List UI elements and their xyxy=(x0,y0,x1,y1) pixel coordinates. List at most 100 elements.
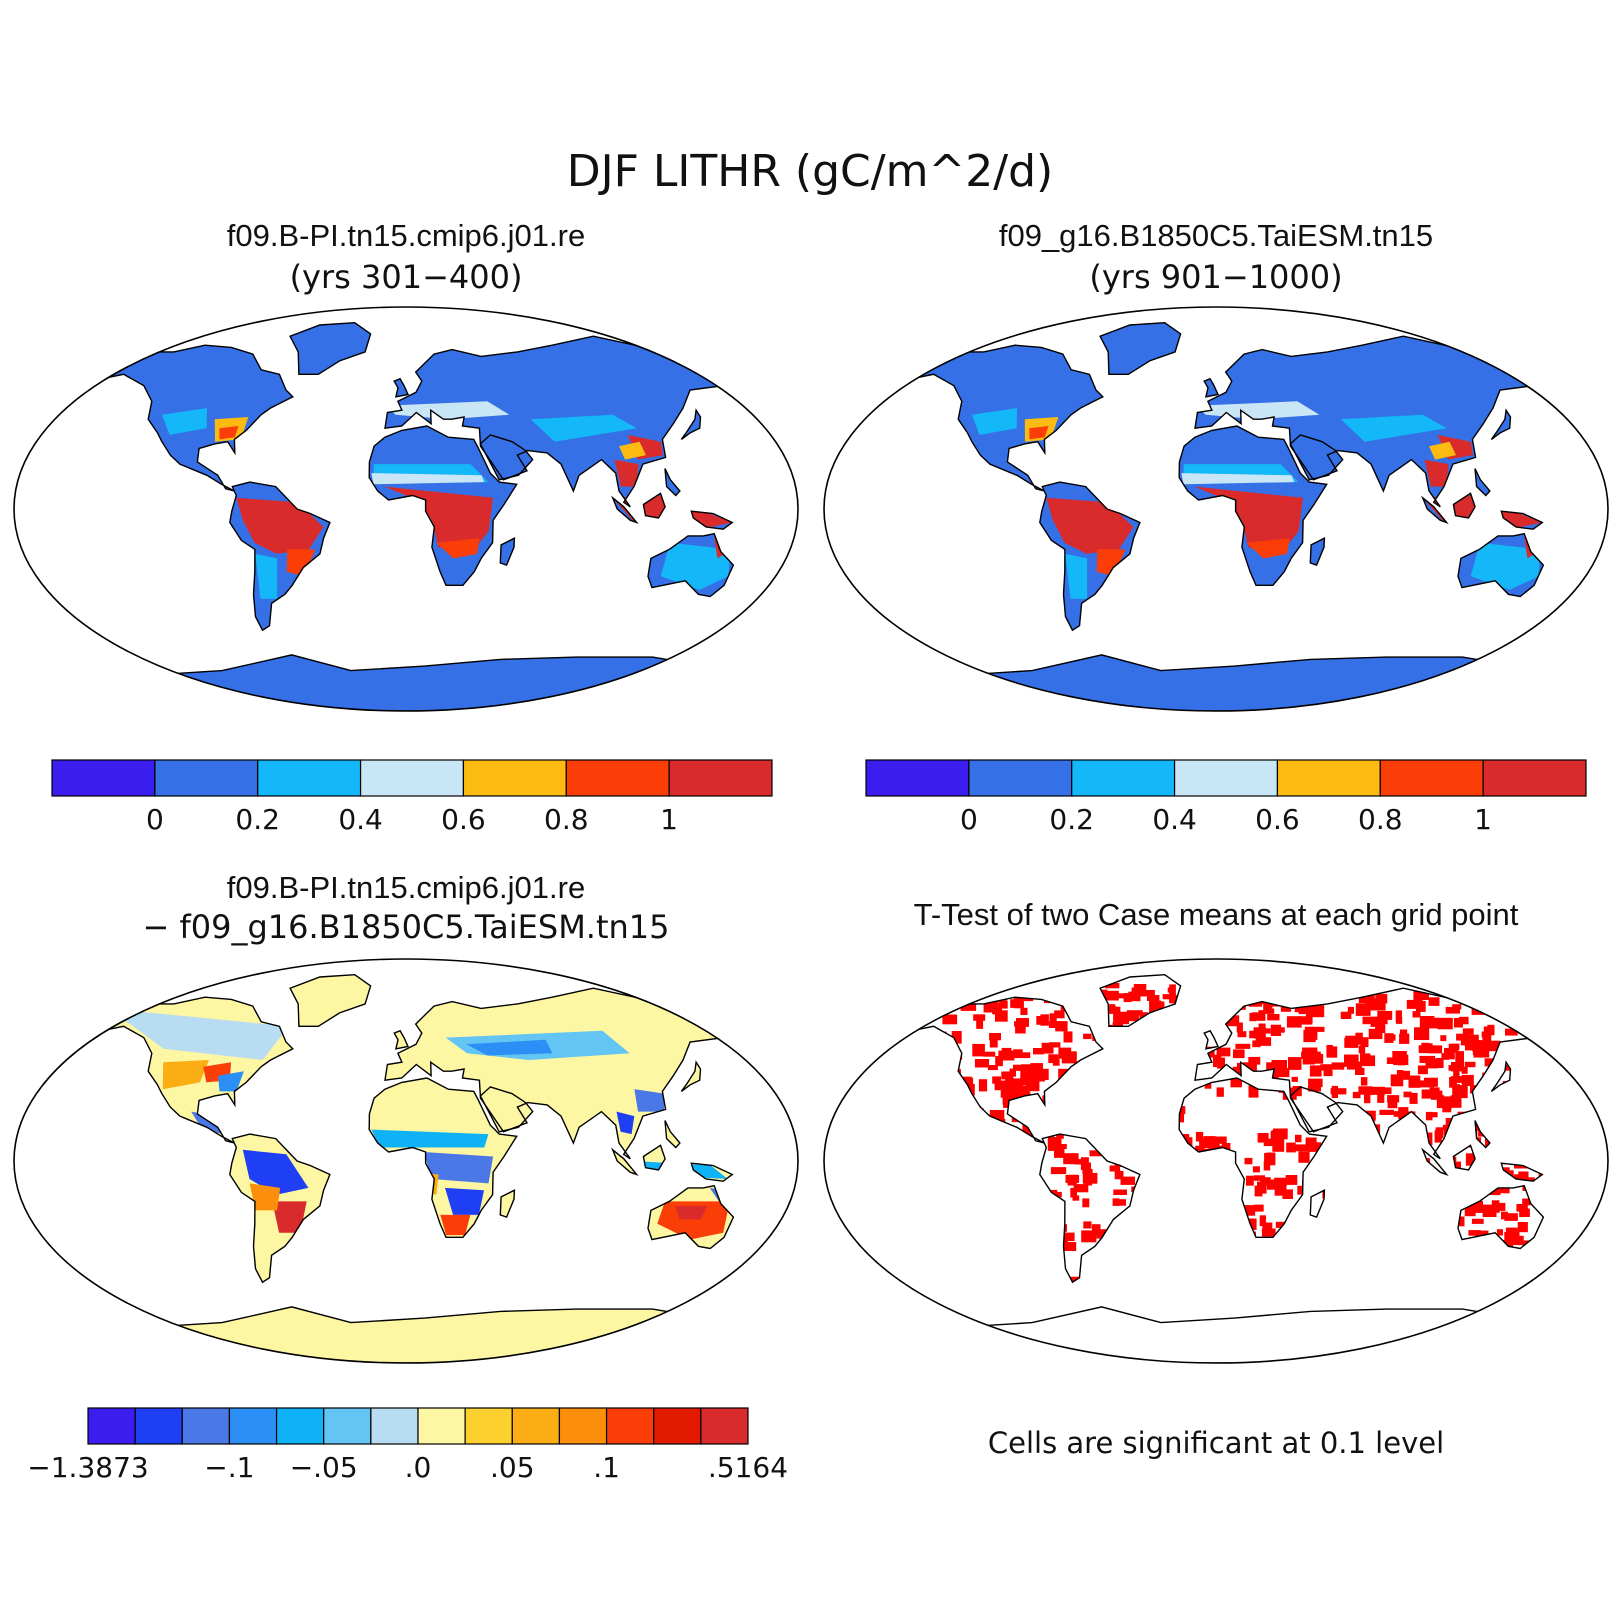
significant-cell xyxy=(1130,1128,1137,1136)
significant-cell xyxy=(1058,1047,1072,1059)
significant-cell xyxy=(1097,1130,1105,1143)
significant-cell xyxy=(910,1102,919,1114)
coastline-uk xyxy=(393,377,410,398)
significant-cell xyxy=(1421,1089,1435,1099)
coastline-philippines xyxy=(664,468,681,497)
significant-cell xyxy=(1528,1141,1545,1151)
significant-cell xyxy=(1358,997,1370,1003)
significant-cell xyxy=(1030,1107,1043,1117)
significant-cell xyxy=(993,1252,1002,1261)
significant-cell xyxy=(992,1190,1001,1197)
significant-cell xyxy=(1580,1113,1588,1122)
significant-cell xyxy=(1433,1181,1449,1194)
significant-cell xyxy=(867,1030,880,1038)
significant-cell xyxy=(917,1234,932,1245)
significant-cell xyxy=(1177,1198,1189,1212)
significant-cell xyxy=(1599,1108,1613,1115)
significant-cell xyxy=(1361,1237,1369,1249)
coastline-australia xyxy=(647,1184,735,1250)
significant-cell xyxy=(1234,1207,1245,1216)
significant-cell xyxy=(944,1284,953,1297)
significant-cell xyxy=(1199,1170,1211,1177)
coastline-new-zealand xyxy=(1555,586,1590,613)
significant-cell xyxy=(1039,1068,1049,1080)
significant-cell xyxy=(1200,1285,1207,1291)
significant-cell xyxy=(898,1079,915,1092)
significant-cell xyxy=(1326,1045,1333,1057)
significant-cell xyxy=(1481,1048,1490,1058)
significant-cell xyxy=(1265,1008,1275,1014)
significant-cell xyxy=(1487,1024,1495,1036)
significant-cell xyxy=(952,1163,963,1169)
significant-cell xyxy=(1472,1040,1488,1052)
significant-cell xyxy=(1300,1257,1311,1263)
significant-cell xyxy=(1355,1067,1365,1075)
significant-cell xyxy=(885,1137,887,1146)
significant-cell xyxy=(1306,1167,1321,1173)
significant-cell xyxy=(862,1099,876,1106)
significant-cell xyxy=(908,1133,921,1146)
significant-cell xyxy=(1194,1179,1209,1188)
significant-cell xyxy=(1045,983,1053,996)
significant-cell xyxy=(901,1239,918,1250)
field-patch xyxy=(1429,441,1456,460)
significant-cell xyxy=(1562,1027,1573,1037)
significant-cell xyxy=(994,1080,1009,1091)
field-patch xyxy=(1046,497,1134,554)
significant-cell xyxy=(1596,1169,1604,1180)
land-sumatra xyxy=(1422,1149,1447,1175)
significant-cell xyxy=(1282,983,1292,990)
significant-cell xyxy=(1121,1223,1133,1230)
significant-cell xyxy=(835,1118,850,1125)
significant-cell xyxy=(936,1188,950,1196)
significant-cell xyxy=(1067,1071,1079,1081)
significant-cell xyxy=(1314,1165,1328,1178)
significant-cell xyxy=(1211,1251,1220,1263)
significant-cell xyxy=(1368,1218,1384,1230)
significant-cell xyxy=(1553,1246,1561,1252)
significant-cell xyxy=(1004,1148,1015,1155)
significant-cell xyxy=(847,1146,854,1154)
significant-cell xyxy=(1211,1174,1223,1187)
field-patch xyxy=(371,1129,489,1148)
colorbar-swatch xyxy=(359,759,465,797)
significant-cell xyxy=(871,1182,881,1192)
significant-cell xyxy=(1571,1125,1587,1139)
colorbar-swatch xyxy=(51,759,156,797)
colorbar-tick-label: .05 xyxy=(490,1451,535,1484)
significant-cell xyxy=(936,990,949,1003)
coastline-south-america xyxy=(1039,1133,1141,1284)
significant-cell xyxy=(1319,986,1335,992)
field-patch xyxy=(1470,542,1540,590)
significant-cell xyxy=(902,1046,913,1055)
significant-cell xyxy=(889,1065,903,1073)
significant-cell xyxy=(1236,1237,1246,1246)
significant-cell xyxy=(1236,1022,1243,1033)
significant-cell xyxy=(958,987,975,1000)
significant-cell xyxy=(1239,1259,1252,1269)
significant-cell xyxy=(1112,1073,1121,1081)
significant-cell xyxy=(1212,988,1226,996)
significant-cell xyxy=(1451,1128,1463,1141)
significant-cell xyxy=(1057,1108,1066,1114)
land-antarctica xyxy=(75,654,737,711)
significant-cell xyxy=(1528,1261,1541,1268)
significant-cell xyxy=(1523,1286,1534,1295)
significant-cell xyxy=(1222,1223,1230,1235)
significant-cell xyxy=(1285,1175,1298,1185)
coastline-philippines xyxy=(664,1120,681,1149)
field-patch xyxy=(466,1039,553,1056)
map-border xyxy=(13,958,799,1364)
significant-cell xyxy=(1211,1217,1223,1226)
significant-cell xyxy=(927,1158,936,1167)
significant-cell xyxy=(1602,1206,1614,1214)
significant-cell xyxy=(955,1204,969,1217)
significant-cell xyxy=(925,1146,937,1158)
coastline-arabia xyxy=(479,1086,534,1133)
significant-cell xyxy=(1308,1180,1317,1192)
coastline-sumatra xyxy=(611,495,639,525)
significant-cell xyxy=(1314,1162,1324,1170)
significant-cell xyxy=(1050,1093,1062,1105)
significant-cell xyxy=(938,1197,945,1206)
significant-cell xyxy=(1462,1028,1474,1035)
